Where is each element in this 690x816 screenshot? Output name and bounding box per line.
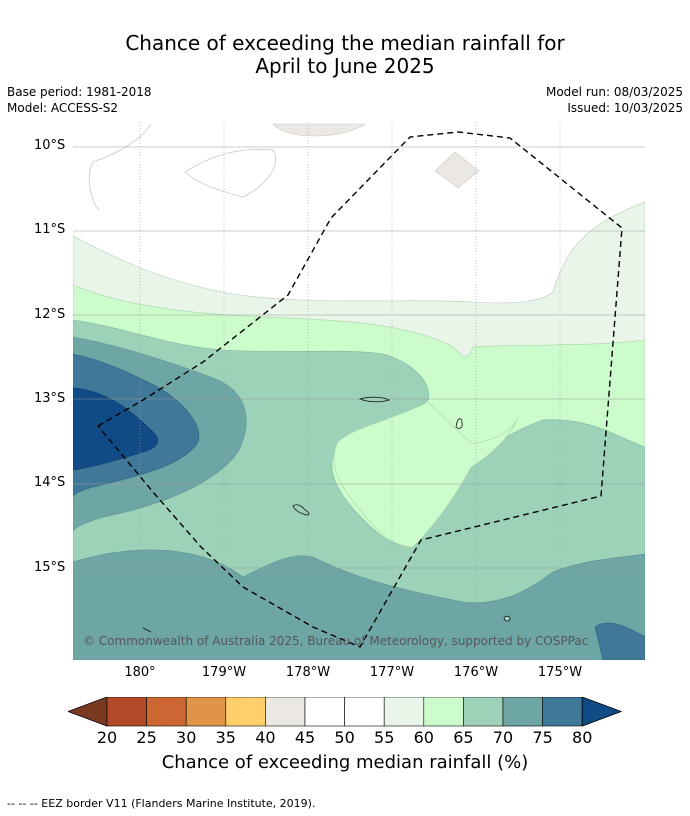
eez-border [96,131,623,648]
colorbar-tick-label: 60 [413,728,434,747]
colorbar-tick-label: 20 [96,728,118,747]
colorbar-bin [383,697,425,727]
colorbar-bin [106,697,147,727]
colorbar-tick-label: 65 [453,728,474,747]
colorbar-bin [344,697,385,727]
colorbar-tick-label: 25 [136,728,157,747]
band-75-80-se [594,622,645,660]
lat-label-13s: 13°S [34,391,66,406]
lon-label-177w: 177°W [369,665,415,680]
colorbar-tick-label: 55 [374,728,395,747]
lon-label-175w: 175°W [537,665,583,680]
lon-label-176w: 176°W [453,665,499,680]
map-title-line2: April to June 2025 [255,54,435,78]
rainfall-map: © Commonwealth of Australia 2025, Bureau… [73,122,645,660]
model-run-date: Model run: 08/03/2025 [545,85,683,99]
colorbar-tick-label: 45 [294,728,316,747]
island-1 [358,396,391,403]
colorbar [68,697,622,727]
lon-label-180: 180° [124,665,156,680]
colorbar-bin [146,697,187,727]
colorbar-tick-label: 30 [176,728,197,747]
band-40-45-diamond [434,151,480,189]
colorbar-bin [304,697,345,727]
lon-label-178w: 178°W [285,665,331,680]
map-title-line1: Chance of exceeding the median rainfall … [125,31,565,55]
colorbar-arrow-low [68,697,108,727]
colorbar-tick-label: 35 [215,728,236,747]
contour-50 [88,123,152,211]
model-name: Model: ACCESS-S2 [7,101,119,115]
colorbar-bin [423,697,464,727]
colorbar-bin [185,697,227,727]
colorbar-bin [265,697,306,727]
colorbar-arrow-high [581,697,622,727]
colorbar-tick-label: 40 [255,728,276,747]
island-5 [142,627,152,633]
lon-label-179w: 179°W [201,665,247,680]
lat-label-11s: 11°S [34,222,66,237]
lat-label-12s: 12°S [34,307,66,322]
base-period: Base period: 1981-2018 [7,85,152,99]
eez-legend-note: -- -- -- EEZ border V11 (Flanders Marine… [7,797,316,810]
lat-label-10s: 10°S [34,138,66,153]
band-above-80 [73,387,158,471]
lat-label-14s: 14°S [34,475,66,490]
colorbar-tick-label: 75 [532,728,553,747]
issued-date: Issued: 10/03/2025 [567,101,683,115]
copyright-notice: © Commonwealth of Australia 2025, Bureau… [83,634,588,648]
colorbar-title: Chance of exceeding median rainfall (%) [161,752,529,773]
island-2 [455,418,463,429]
contour-50b [184,149,276,198]
island-4 [503,615,511,622]
colorbar-tick-label: 50 [334,728,355,747]
band-40-45-north [272,123,366,137]
colorbar-tick-label: 80 [572,728,593,747]
colorbar-bin [225,697,266,727]
colorbar-bin [542,697,583,727]
island-3 [292,504,310,516]
colorbar-bin [502,697,543,727]
colorbar-tick-label: 70 [492,728,514,747]
colorbar-bin [463,697,504,727]
band-60-65-patch [333,401,519,548]
lat-label-15s: 15°S [34,560,66,575]
